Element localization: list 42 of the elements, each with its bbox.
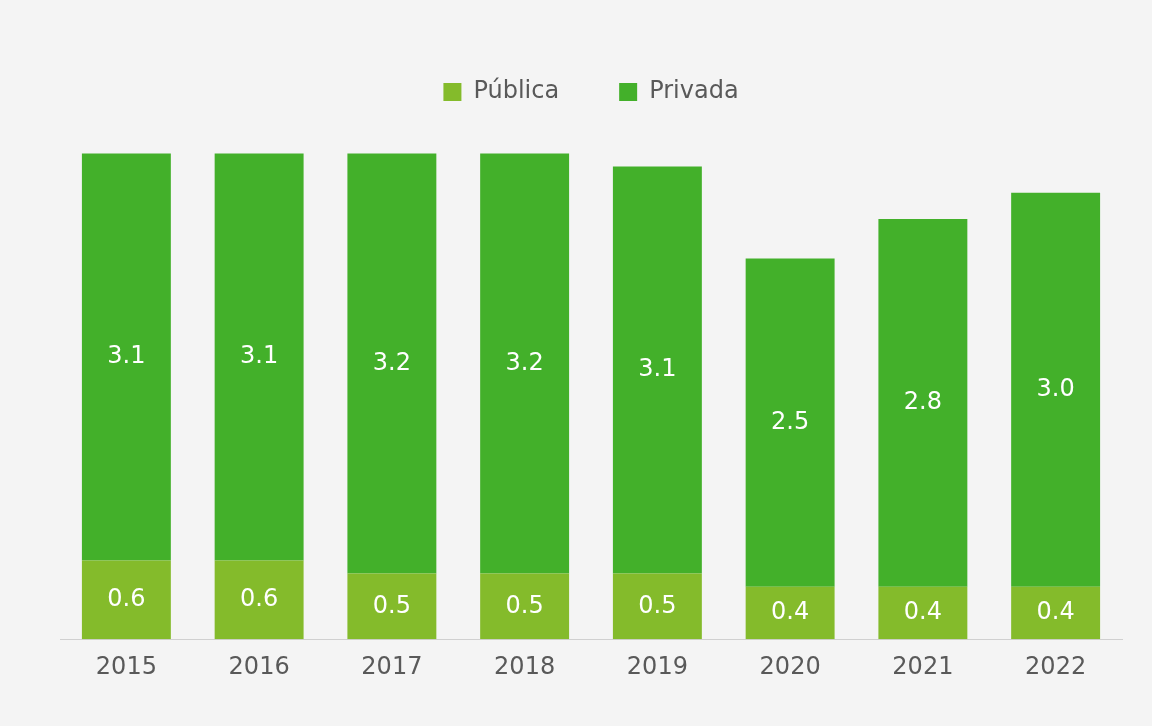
data-label: 0.4 (903, 597, 942, 626)
data-label: 0.6 (240, 584, 279, 613)
bar (214, 560, 304, 640)
bar (878, 586, 968, 640)
x-tick-label: 2018 (494, 651, 556, 680)
legend-label: Privada (649, 76, 739, 105)
legend-label: Pública (473, 76, 560, 105)
data-label: 3.2 (372, 347, 411, 376)
data-label: 2.5 (771, 406, 810, 435)
bar (81, 560, 171, 640)
x-tick-label: 2020 (759, 651, 821, 680)
data-label: 2.8 (903, 387, 942, 416)
bar (214, 153, 304, 561)
data-label: 3.1 (107, 341, 146, 370)
data-label: 0.4 (771, 597, 810, 626)
data-label: 3.0 (1036, 373, 1075, 402)
bar (745, 586, 835, 640)
data-label: 0.6 (107, 584, 146, 613)
bar (745, 258, 835, 587)
data-label: 3.1 (240, 341, 279, 370)
bar (878, 219, 968, 587)
bar (347, 153, 437, 574)
data-label: 0.5 (638, 590, 677, 619)
bar (347, 573, 437, 640)
bar (1011, 586, 1101, 640)
data-label: 3.1 (638, 354, 677, 383)
data-label: 0.5 (372, 590, 411, 619)
data-label: 3.2 (505, 347, 544, 376)
bar (612, 166, 702, 574)
bar (81, 153, 171, 561)
x-tick-label: 2016 (228, 651, 290, 680)
bar (612, 573, 702, 640)
x-tick-label: 2015 (95, 651, 157, 680)
data-label: 0.4 (1036, 597, 1075, 626)
x-tick-label: 2017 (361, 651, 423, 680)
bar (480, 153, 570, 574)
x-tick-label: 2022 (1025, 651, 1087, 680)
x-tick-label: 2019 (626, 651, 688, 680)
bar (480, 573, 570, 640)
bar (1011, 192, 1101, 587)
data-label: 0.5 (505, 590, 544, 619)
x-tick-label: 2021 (892, 651, 954, 680)
